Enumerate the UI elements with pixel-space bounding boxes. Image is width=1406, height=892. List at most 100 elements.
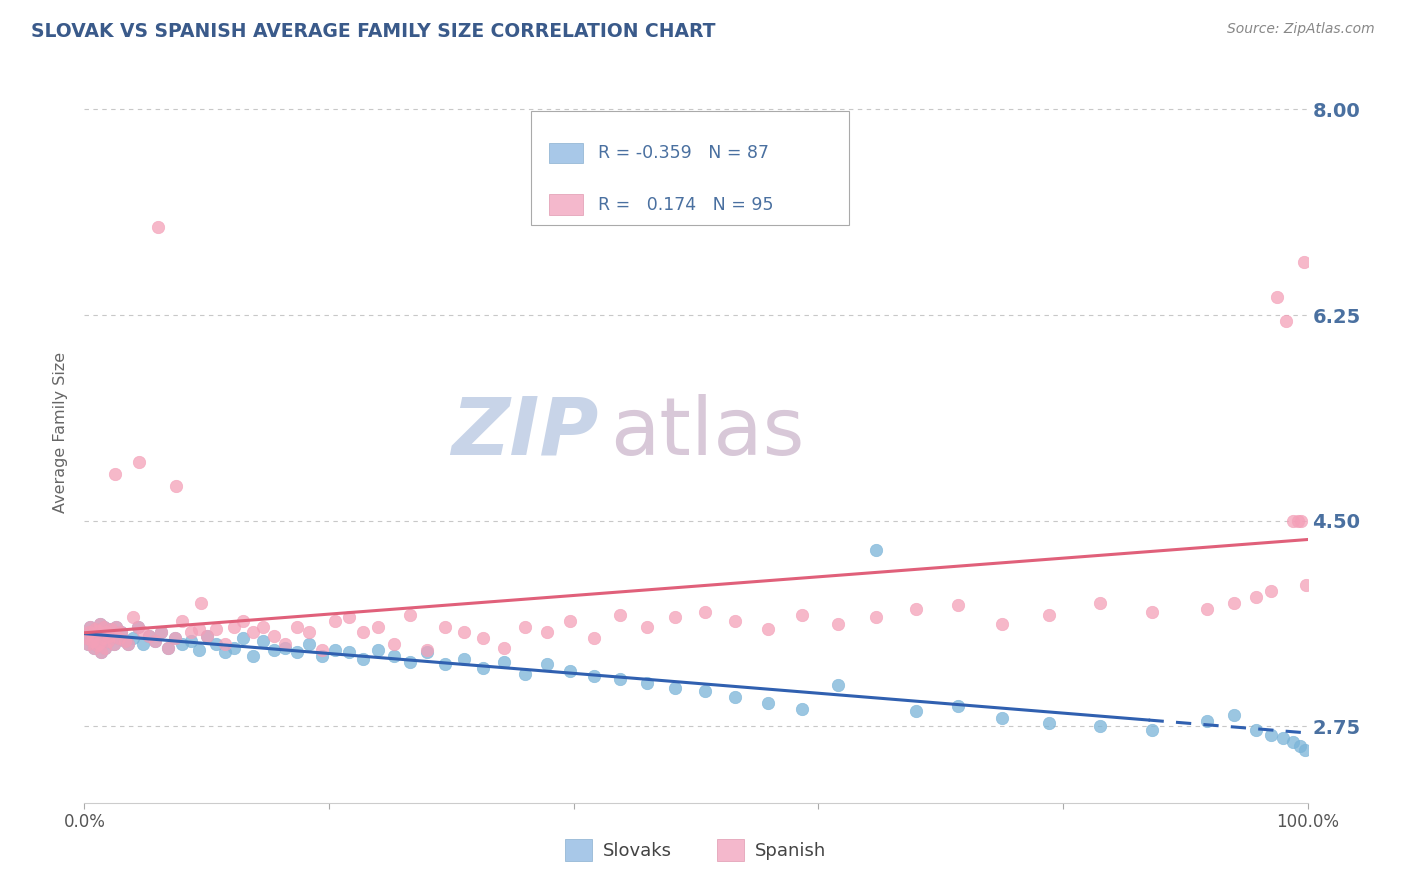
Point	[90, 645, 112, 659]
Point	[96, 625, 118, 640]
Point	[117, 637, 139, 651]
Point	[513, 619, 536, 633]
Point	[132, 625, 155, 640]
Point	[127, 619, 149, 633]
Point	[298, 625, 321, 640]
Point	[252, 619, 274, 633]
Point	[165, 478, 187, 492]
Point	[205, 622, 228, 636]
Point	[107, 632, 129, 646]
Point	[84, 622, 107, 636]
Point	[79, 619, 101, 633]
Point	[1265, 290, 1288, 304]
Point	[337, 610, 360, 624]
Point	[76, 632, 98, 646]
Point	[1260, 728, 1282, 742]
Point	[337, 645, 360, 659]
Point	[122, 632, 145, 646]
Point	[114, 633, 136, 648]
Point	[110, 625, 132, 640]
Point	[664, 610, 686, 624]
Text: ZIP: ZIP	[451, 393, 598, 472]
Point	[382, 648, 405, 663]
Point	[905, 602, 928, 616]
Point	[82, 629, 104, 643]
Point	[83, 640, 105, 655]
Point	[536, 625, 558, 640]
Point	[453, 652, 475, 666]
Point	[1294, 743, 1316, 757]
Point	[195, 629, 218, 643]
Point	[827, 617, 849, 632]
Point	[453, 625, 475, 640]
Point	[367, 643, 389, 657]
Point	[536, 657, 558, 672]
Point	[1292, 255, 1315, 269]
Point	[1295, 578, 1317, 592]
Point	[664, 681, 686, 695]
Point	[1291, 514, 1313, 528]
Point	[1223, 596, 1246, 610]
Point	[103, 637, 125, 651]
Point	[127, 619, 149, 633]
Point	[285, 645, 308, 659]
Point	[636, 676, 658, 690]
Point	[946, 699, 969, 714]
Point	[991, 711, 1014, 725]
Point	[323, 643, 346, 657]
Point	[156, 640, 179, 655]
Point	[232, 614, 254, 628]
Point	[97, 633, 120, 648]
Point	[83, 640, 105, 655]
Point	[232, 632, 254, 646]
Point	[905, 704, 928, 718]
Point	[946, 599, 969, 613]
Point	[90, 645, 112, 659]
Text: Source: ZipAtlas.com: Source: ZipAtlas.com	[1227, 22, 1375, 37]
Text: R = -0.359   N = 87: R = -0.359 N = 87	[598, 144, 769, 162]
Point	[1260, 584, 1282, 599]
Point	[94, 640, 117, 655]
Point	[398, 607, 420, 622]
Point	[242, 648, 264, 663]
Point	[756, 622, 779, 636]
Point	[298, 637, 321, 651]
Point	[86, 638, 108, 652]
Point	[94, 640, 117, 655]
Point	[97, 629, 120, 643]
Point	[117, 637, 139, 651]
Point	[352, 652, 374, 666]
Point	[434, 619, 457, 633]
Point	[583, 632, 606, 646]
Bar	[550, 194, 583, 215]
Point	[86, 638, 108, 652]
Point	[1223, 707, 1246, 722]
Point	[89, 617, 111, 632]
Point	[128, 455, 150, 469]
Point	[80, 633, 103, 648]
Point	[352, 625, 374, 640]
Point	[827, 678, 849, 692]
Point	[991, 617, 1014, 632]
Point	[513, 666, 536, 681]
Point	[172, 637, 194, 651]
Point	[146, 219, 169, 234]
Point	[172, 614, 194, 628]
Point	[367, 619, 389, 633]
Point	[263, 629, 285, 643]
Point	[398, 655, 420, 669]
Point	[724, 690, 747, 704]
Point	[91, 632, 114, 646]
Point	[188, 643, 211, 657]
Point	[214, 645, 236, 659]
Text: atlas: atlas	[610, 393, 804, 472]
Point	[274, 637, 297, 651]
Point	[636, 619, 658, 633]
Point	[1197, 714, 1219, 728]
Point	[100, 622, 122, 636]
Point	[792, 702, 814, 716]
Point	[110, 625, 132, 640]
Point	[1289, 739, 1312, 754]
Point	[138, 629, 160, 643]
Point	[100, 622, 122, 636]
